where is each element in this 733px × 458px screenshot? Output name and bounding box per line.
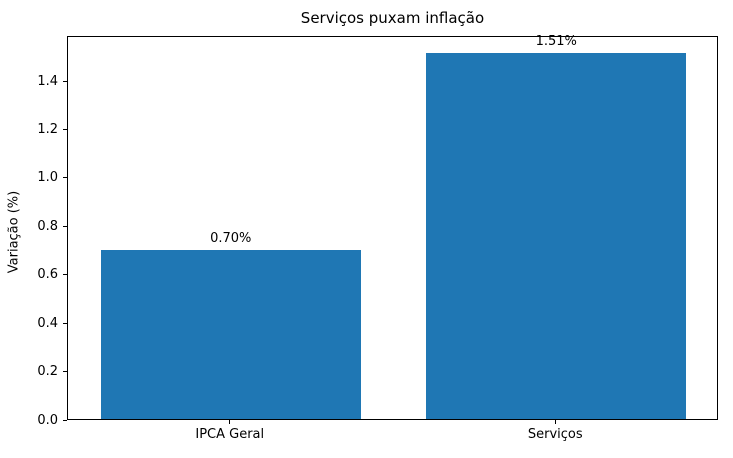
bar-value-label: 0.70%: [210, 231, 252, 246]
x-tick-label: IPCA Geral: [195, 427, 265, 442]
y-tick-label: 0.6: [37, 267, 58, 283]
y-tick-label: 0.8: [37, 218, 58, 234]
chart-title: Serviços puxam inflação: [300, 9, 485, 27]
y-tick-label: 1.0: [37, 170, 58, 186]
bars-layer: 0.70% 1.51%: [68, 34, 717, 419]
plot-area: 0.70% 1.51%: [67, 34, 718, 420]
y-tick-mark: [63, 322, 67, 324]
y-tick-mark: [63, 371, 67, 373]
y-tick-mark: [63, 225, 67, 227]
y-tick-mark: [63, 80, 67, 82]
x-tick-mark: [229, 420, 231, 424]
y-tick-label: 1.2: [37, 121, 58, 137]
bar-ipca-geral: [101, 250, 361, 419]
bar-value-label: 1.51%: [535, 34, 577, 49]
x-tick-label: Serviços: [527, 427, 583, 442]
y-tick-label: 1.4: [37, 73, 58, 89]
bar-serviços: [426, 53, 686, 419]
y-tick-label: 0.4: [37, 315, 58, 331]
y-tick-mark: [63, 274, 67, 276]
y-tick-mark: [63, 177, 67, 179]
x-tick-mark: [554, 420, 556, 424]
y-tick-label: 0.2: [37, 364, 58, 380]
y-tick-mark: [63, 128, 67, 130]
y-tick-label: 0.0: [37, 412, 58, 428]
y-tick-mark: [63, 419, 67, 421]
